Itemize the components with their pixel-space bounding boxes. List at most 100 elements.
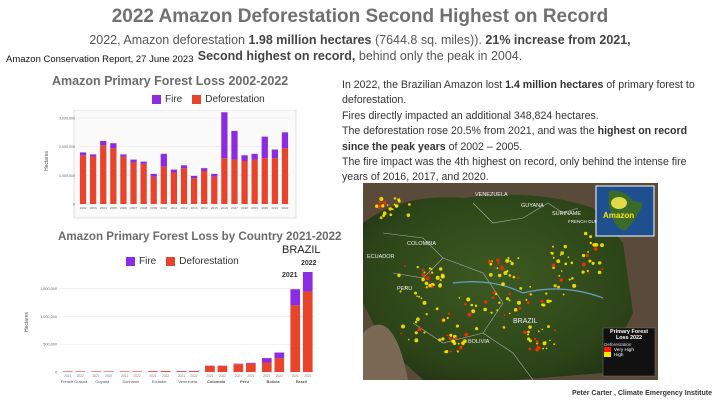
hotspot [564,262,568,266]
chart2-year-tick: 2021 [64,374,71,378]
chart1-bar-deforestation [150,176,157,204]
hotspot [545,347,548,350]
hotspot [471,309,476,314]
very-high-label: Very High [614,346,634,352]
hotspot [391,208,394,211]
summary-text: In 2022, the Brazilian Amazon lost 1.4 m… [342,78,714,186]
chart1-bar-fire [79,152,87,156]
map-legend-subtitle: Deforestation [604,341,632,347]
hotspot [547,325,550,329]
hotspot [526,301,530,304]
label-brazil: BRAZIL [513,318,538,325]
chart2-year-tick: 2021 [149,374,156,378]
hotspot [581,253,586,258]
chart2-xtick: Suriname [122,379,140,384]
hotspot [455,336,458,340]
hotspot [441,337,445,341]
hotspot [589,241,592,245]
chart2-bar-deforestation [91,371,101,372]
chart1-xtick: 2010 [160,206,167,210]
hotspot [401,324,405,329]
chart1-xtick: 2004 [100,206,107,210]
hotspot [498,301,501,304]
hotspot [431,271,434,274]
hotspot [464,332,469,337]
inset-amazon-label: Amazon [603,211,634,220]
chart1-bar-deforestation [221,158,228,204]
hotspot [425,276,430,281]
hotspot [466,297,471,302]
chart2-bar-deforestation [119,371,130,372]
hotspot [597,270,602,275]
hotspot [551,245,554,248]
brazil-annotation: BRAZIL [282,244,321,256]
hotspot [505,258,510,263]
chart2-year-tick: 2022 [105,374,112,378]
hotspot [458,346,463,350]
andes-region [363,324,408,380]
hotspot [448,336,452,340]
hotspot [407,338,410,341]
chart1-xtick: 2014 [201,206,208,210]
chart1-bar-fire [190,175,198,179]
year-2021-annotation: 2021 [282,272,298,279]
hotspot [404,286,407,289]
hotspot [421,277,425,282]
chart1-xtick: 2013 [191,206,198,210]
hotspot [540,299,544,303]
chart2-title: Amazon Primary Forest Loss by Country 20… [58,230,342,243]
chart1-ylabel: Hectares [44,151,50,172]
chart1-ytick: 3,000,000 [59,117,75,121]
hotspot [414,338,419,343]
paragraph: The fire impact was the 4th highest on r… [342,156,687,184]
source-citation: Amazon Conservation Report, 27 June 2023 [6,54,194,65]
chart1-xtick: 2007 [130,206,137,210]
hotspot [553,284,557,288]
chart1-bar-fire [90,154,97,157]
chart2-bar-deforestation [290,305,301,372]
chart2-bar-fire [233,363,244,365]
paragraph: In 2022, the Brazilian Amazon lost 1.4 m… [342,79,695,107]
paragraph: Fires directly impacted an additional 34… [342,109,599,122]
chart2-xtick: Bolivia [266,379,280,384]
chart1-ytick: 0 [73,203,75,207]
hotspot [506,270,509,273]
legend-deforestation-swatch [192,95,202,104]
hotspot [496,258,500,262]
chart2-bar-fire [290,289,301,306]
hotspot [513,308,518,312]
chart1-bar-deforestation [90,156,97,204]
hotspot [408,203,411,206]
hotspot [467,312,472,317]
chart1-plot: 0 1,000,000 2,000,000 3,000,000 Hectares 2002… [44,110,297,219]
chart1-bar-fire [261,136,268,159]
hotspot [463,339,467,343]
hotspot [512,275,516,279]
hotspot [550,251,554,255]
hotspot [440,274,445,279]
hotspot [416,317,420,322]
chart1-bar-deforestation [120,156,127,204]
chart1-ytick: 1,000,000 [59,174,75,178]
hotspot [570,261,574,265]
hotspot [581,262,586,267]
chart2-bar-deforestation [148,371,158,372]
chart2-bar-deforestation [246,363,256,372]
hotspot [428,283,432,288]
hotspot [523,330,527,334]
chart2-bar-deforestation [62,371,73,372]
chart1-bar-deforestation [241,161,248,204]
hotspot [418,295,421,298]
chart2-year-tick: 2022 [304,374,311,378]
hotspot [583,231,588,236]
hotspot [450,350,453,353]
hotspot [560,270,563,272]
hotspot [542,303,546,307]
chart1-bar-fire [271,149,278,159]
chart1-bar-deforestation [160,166,167,204]
chart1-bar-fire [180,165,188,169]
hotspot [483,307,487,312]
hotspot [559,254,562,256]
chart1-bar-deforestation [251,159,258,204]
hotspot [542,341,547,346]
